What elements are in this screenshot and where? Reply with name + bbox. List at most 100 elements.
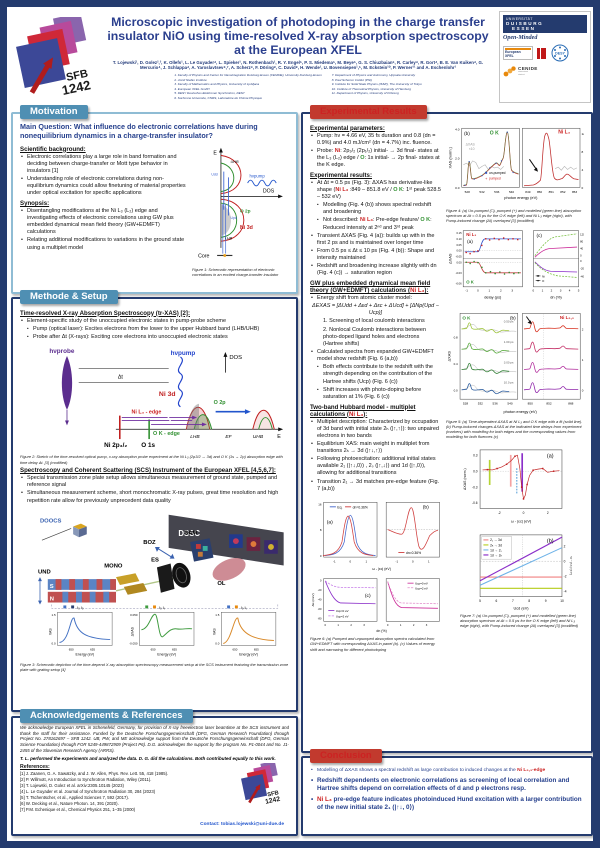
fig6-xtick: -1 — [333, 559, 336, 563]
fig6c-ytick: -20 — [318, 588, 322, 592]
fig4-xtick: 528 — [465, 190, 470, 194]
fig3-xtick: 650 — [150, 647, 155, 651]
fig3-xlabel: Energy (eV) — [239, 652, 258, 656]
ude-logo: UNIVERSITÄT DUISBURG ESSEN — [503, 15, 587, 33]
contact-email[interactable]: Contact: tobias.lojewski@uni-due.de — [200, 822, 284, 827]
fig7b-xtick: 10 — [560, 598, 564, 602]
fig6c-ytick: -60 — [318, 607, 322, 611]
desy-logo: DESY — [551, 44, 569, 62]
fig4-plus-marker: + — [485, 176, 488, 181]
reference: [3] T. Lojewski, D. Golez et al. arXiv:2… — [20, 783, 124, 789]
fig3-es-label: ES — [151, 557, 159, 563]
fig4-xtick: 540 — [509, 190, 514, 194]
fig5-xlabel2: dn (%) — [550, 294, 562, 299]
fig5-ytick: 0.15 — [456, 231, 462, 235]
figure7b-transitions: 2₁ → 3d 2ₕ → 3d 1d → 2₁ 1d → 2ₕ (b) 2 0 … — [479, 534, 572, 610]
fig7b-xtick: 7 — [512, 598, 514, 602]
fig2-o2p-label: O 2p — [213, 400, 226, 406]
bullet: Equilibrium XAS: main weight in multiple… — [310, 441, 441, 455]
fig5-ytick-r: 0 — [580, 253, 582, 257]
scs-heading: Spectroscopy and Coherent Scattering (SC… — [20, 467, 276, 475]
fig6-panel-b: (b) — [423, 504, 429, 510]
figure6-caption: Figure 6: (a) Pumped and unpumped absorp… — [310, 636, 435, 652]
partner-logos: European XFEL DESY — [503, 43, 587, 63]
fig4-ytick: 2.0 — [455, 156, 460, 160]
params-heading: Experimental parameters: — [310, 124, 385, 132]
bullet: Multiplet description: Characterized by … — [310, 419, 441, 440]
fig1-dos-label: DOS — [263, 189, 275, 195]
xfel-text1: European — [505, 49, 521, 54]
fig6-legend-dn: dn=0.36% — [353, 505, 368, 509]
bullet: Shift increases with photo-doping before… — [310, 387, 441, 401]
fig3-ytick: 0.0 — [51, 641, 55, 645]
conclusion-bullet: Ni L₃ pre-edge feature indicates photoin… — [310, 796, 584, 812]
bullet: Redshift and broadening increase slightl… — [310, 263, 441, 277]
fig7b-xtick: 5 — [479, 598, 481, 602]
fig3-plot3-label: I₀ Iₜ — [240, 604, 246, 609]
fig5-ytick: -0.03 — [456, 271, 463, 275]
fig3-ytick: 0.050 — [130, 613, 138, 617]
affiliations-left: 1. Faculty of Physics and Center for Nan… — [174, 73, 321, 100]
fig7a-xlabel: ω - |εc| (eV) — [511, 519, 532, 523]
cenide-logo: CENIDE ▪▪▪▪▪▪▪▪▪▪▪▪ ▪▪▪▪▪▪▪▪ — [503, 66, 587, 77]
fig5-xtick: 3 — [511, 288, 513, 292]
sfb-1242-logo-small: SFB 1242 — [241, 763, 281, 806]
fig6-legend-dn2: dn=0.36% — [406, 551, 421, 555]
fig6c-ytick: -80 — [318, 617, 322, 621]
fig5b-xtick: 528 — [463, 401, 468, 405]
fig5-ylabel: ΔXAS — [447, 253, 452, 264]
ack-chip: Acknowledgements & References — [20, 709, 193, 723]
fig5b-time-label: 10.0 ps — [504, 380, 514, 384]
fig2-pump-label: hνpump — [170, 350, 195, 357]
fig7b-xtick: 6 — [496, 598, 498, 602]
fig3-ytick: -0.050 — [129, 641, 138, 645]
fig4-legend-pumped: pumped — [489, 177, 501, 181]
sfb-logo-squares — [16, 17, 87, 94]
sfb-small-bottom: 1242 — [265, 796, 281, 806]
fig5b-xtick: 540 — [507, 401, 512, 405]
fig3-plot1-label: I₀ I₀ — [77, 604, 84, 609]
fig6c-legend4: Ucp=2 eV — [415, 586, 428, 590]
ude-line1: UNIVERSITÄT — [506, 17, 533, 21]
fig7a-ytick: -0.3 — [472, 485, 478, 489]
fig1-e-label: E — [213, 150, 217, 156]
fig6c-xtick: 0 — [387, 623, 389, 627]
fig6-xtick: 1 — [366, 559, 368, 563]
cenide-sub: ▪▪▪▪▪▪▪▪▪▪▪▪ ▪▪▪▪▪▪▪▪ — [518, 70, 529, 76]
fig6-legend-eq: Eq. — [337, 505, 342, 509]
sfb-1242-logo: SFB 1242 — [16, 17, 92, 98]
bullet: Transition 2₁ → 3d matches pre-edge feat… — [310, 479, 441, 493]
fig1-udd-label: Udd — [211, 172, 217, 176]
motivation-section: Motivation Main Question: What influence… — [11, 105, 298, 294]
fig2-ok-label: O K - edge — [153, 431, 180, 437]
fig3-xtick: 655 — [253, 647, 258, 651]
fig2-nil3-label: Ni L₃ - edge — [131, 410, 161, 416]
sfb-text-bottom: 1242 — [61, 77, 92, 98]
fig5b-xlabel: photon energy (eV) — [503, 409, 537, 414]
fig5b-ytick-r: 1 — [582, 358, 584, 362]
fig2-ef-label: EF — [225, 434, 232, 440]
figure4-xas-spectra: (b) O K Ni L₃ ΔXAS ×10 un-pumped + pumpe… — [448, 128, 584, 200]
fig2-uhb-label: UHB — [252, 434, 263, 440]
fig7b-ylabel-r: ω - |εc| (eV) — [569, 556, 572, 575]
bullet: Both effects contribute to the redshift … — [310, 364, 441, 385]
fig6c-ytick: 0 — [320, 579, 322, 583]
fig5-xtick: 0 — [477, 288, 479, 292]
fig7b-panel: (b) — [547, 538, 554, 544]
gw-heading: GW plus embedded dynamical mean field th… — [310, 280, 431, 295]
fig5-xtick2: 5 — [578, 288, 580, 292]
institute-logo — [537, 47, 546, 59]
fig3-xtick: 655 — [90, 647, 95, 651]
fig4-ok-label: O K — [490, 130, 499, 136]
fig4-panel-label: (b) — [464, 131, 470, 136]
fig4-ytick-r: 8 — [582, 150, 584, 154]
fig7b-xtick: 8 — [528, 598, 530, 602]
figure4-caption: Figure 4: (a) Un-pumped (□), pumped (+) … — [446, 207, 582, 223]
fig7b-xlabel: Ucd (eV) — [513, 606, 529, 610]
author-list: T. Lojewski¹, D. Golez²,³, K. Ollefs¹, L… — [112, 59, 484, 71]
fig4-ylabel: XAS (norm.) — [448, 146, 453, 168]
fig5-xtick: -1 — [465, 288, 468, 292]
fig4-ytick-r: 4 — [582, 168, 584, 172]
figure5b-stacked-dxas: O K (b) Ni L₂,₃ 0.50 ps 1.00 ps 3.00 ps … — [447, 312, 584, 414]
bullet: Element-specific study of the unoccupied… — [20, 318, 289, 325]
